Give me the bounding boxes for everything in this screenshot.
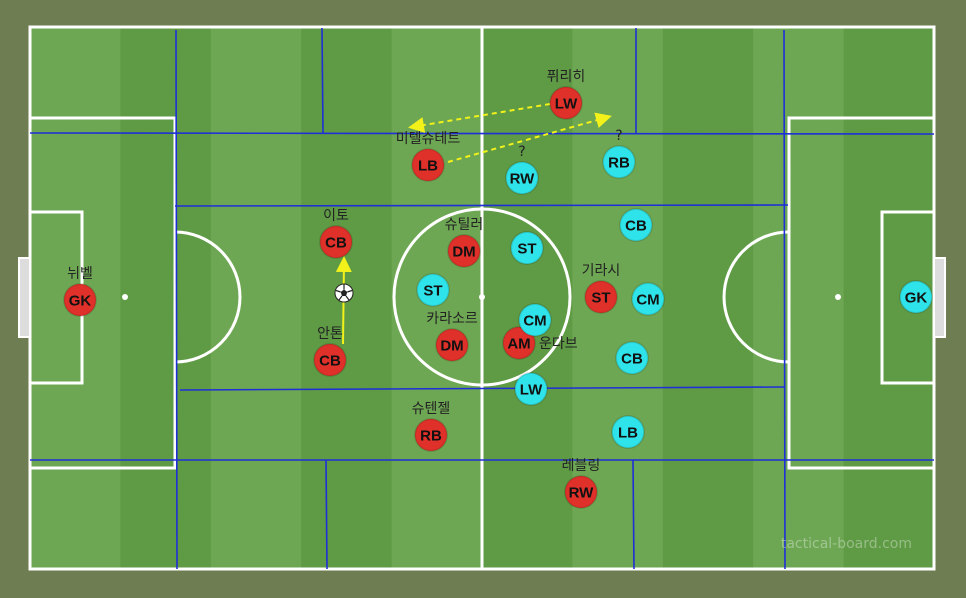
player-position: CB bbox=[319, 353, 341, 370]
player-position: DM bbox=[452, 244, 475, 261]
player-position: CB bbox=[621, 351, 643, 368]
player-position: CM bbox=[636, 292, 659, 309]
player-token[interactable] bbox=[518, 303, 552, 337]
player-name: 운다브 bbox=[539, 336, 578, 352]
left-goal bbox=[18, 257, 31, 338]
player-token[interactable] bbox=[619, 208, 653, 242]
player-position: CM bbox=[523, 313, 546, 330]
player-token[interactable] bbox=[602, 145, 636, 179]
player-token[interactable] bbox=[615, 341, 649, 375]
player-team_cyan-cm[interactable]: CM bbox=[631, 282, 665, 316]
player-name: 미텔슈테트 bbox=[396, 131, 461, 147]
player-token[interactable] bbox=[411, 148, 445, 182]
pitch-stripe bbox=[210, 27, 302, 569]
player-team_red-am[interactable]: AM 운다브 bbox=[502, 326, 578, 360]
player-team_red-st[interactable]: ST 기라시 bbox=[582, 263, 621, 314]
player-name: 이토 bbox=[323, 208, 349, 224]
player-team_cyan-cb[interactable]: CB bbox=[619, 208, 653, 242]
player-position: RW bbox=[510, 171, 536, 188]
player-position: RB bbox=[608, 155, 630, 172]
player-name: 카라소르 bbox=[426, 311, 478, 327]
player-token[interactable] bbox=[414, 418, 448, 452]
player-position: LW bbox=[520, 382, 543, 399]
player-token[interactable] bbox=[564, 475, 598, 509]
soccer-ball-icon[interactable] bbox=[334, 283, 354, 303]
player-token[interactable] bbox=[899, 280, 933, 314]
player-position: DM bbox=[440, 338, 463, 355]
player-name: 뉘벨 bbox=[67, 266, 93, 282]
player-token[interactable] bbox=[319, 225, 353, 259]
pitch-stripe bbox=[482, 27, 573, 569]
player-position: RW bbox=[569, 485, 595, 502]
player-token[interactable] bbox=[63, 283, 97, 317]
player-name: 기라시 bbox=[582, 263, 621, 279]
player-token[interactable] bbox=[631, 282, 665, 316]
pitch-stripe bbox=[753, 27, 845, 569]
player-team_cyan-rb[interactable]: RB? bbox=[602, 128, 636, 179]
player-position: RB bbox=[420, 428, 442, 445]
player-token[interactable] bbox=[447, 234, 481, 268]
player-position: AM bbox=[507, 336, 530, 353]
player-position: LB bbox=[418, 158, 438, 175]
player-token[interactable] bbox=[514, 372, 548, 406]
player-name: 레블링 bbox=[562, 458, 601, 474]
player-token[interactable] bbox=[502, 326, 536, 360]
player-position: GK bbox=[69, 293, 92, 310]
player-token[interactable] bbox=[510, 231, 544, 265]
player-team_red-rw[interactable]: RW 레블링 bbox=[562, 458, 601, 509]
player-token[interactable] bbox=[416, 273, 450, 307]
player-name: ? bbox=[615, 128, 622, 144]
watermark: tactical-board.com bbox=[781, 536, 912, 552]
player-team_red-cb[interactable]: CB 이토 bbox=[319, 208, 353, 259]
player-team_cyan-lb[interactable]: LB bbox=[611, 415, 645, 449]
player-team_cyan-lw[interactable]: LW bbox=[514, 372, 548, 406]
player-position: LB bbox=[618, 425, 638, 442]
player-token[interactable] bbox=[549, 86, 583, 120]
player-position: ST bbox=[423, 283, 442, 300]
zone-lines bbox=[29, 27, 935, 570]
player-team_red-rb[interactable]: RB 슈텐젤 bbox=[412, 401, 451, 452]
player-team_red-gk[interactable]: GK 뉘벨 bbox=[63, 266, 97, 317]
player-name: ? bbox=[518, 144, 525, 160]
player-team_cyan-cm[interactable]: CM bbox=[518, 303, 552, 337]
player-name: 슈틸러 bbox=[445, 217, 484, 233]
player-team_cyan-gk[interactable]: GK bbox=[899, 280, 933, 314]
player-team_red-cb[interactable]: CB 안톤 bbox=[313, 326, 347, 377]
player-token[interactable] bbox=[505, 161, 539, 195]
goals bbox=[18, 257, 946, 338]
player-position: ST bbox=[517, 241, 536, 258]
pitch-stripe bbox=[662, 27, 754, 569]
player-team_cyan-rw[interactable]: RW? bbox=[505, 144, 539, 195]
player-team_red-dm[interactable]: DM 카라소르 bbox=[426, 311, 478, 362]
player-token[interactable] bbox=[313, 343, 347, 377]
player-team_cyan-st[interactable]: ST bbox=[416, 273, 450, 307]
player-team_cyan-cb[interactable]: CB bbox=[615, 341, 649, 375]
player-position: ST bbox=[591, 290, 610, 307]
player-team_red-lb[interactable]: LB 미텔슈테트 bbox=[396, 131, 461, 182]
right-goal bbox=[933, 257, 946, 338]
player-name: 슈텐젤 bbox=[412, 401, 451, 417]
player-token[interactable] bbox=[584, 280, 618, 314]
pitch-stripe bbox=[120, 27, 212, 569]
pass-arrow bbox=[447, 112, 612, 163]
pitch-spots bbox=[122, 294, 841, 300]
player-token[interactable] bbox=[611, 415, 645, 449]
player-name: 안톤 bbox=[317, 326, 343, 342]
player-team_red-lw[interactable]: LW 퓌리히 bbox=[547, 69, 586, 120]
player-team_red-dm[interactable]: DM 슈틸러 bbox=[445, 217, 484, 268]
player-name: 퓌리히 bbox=[547, 69, 586, 85]
player-position: GK bbox=[905, 290, 928, 307]
player-position: CB bbox=[625, 218, 647, 235]
player-position: CB bbox=[325, 235, 347, 252]
player-token[interactable] bbox=[435, 328, 469, 362]
player-team_cyan-st[interactable]: ST bbox=[510, 231, 544, 265]
player-position: LW bbox=[555, 96, 578, 113]
players: GK 뉘벨 CB 이토 CB 안톤 LB 미텔슈테트 LW 퓌리히 DM 슈틸러 DM 카라소르 AM 운다브… bbox=[63, 69, 933, 509]
